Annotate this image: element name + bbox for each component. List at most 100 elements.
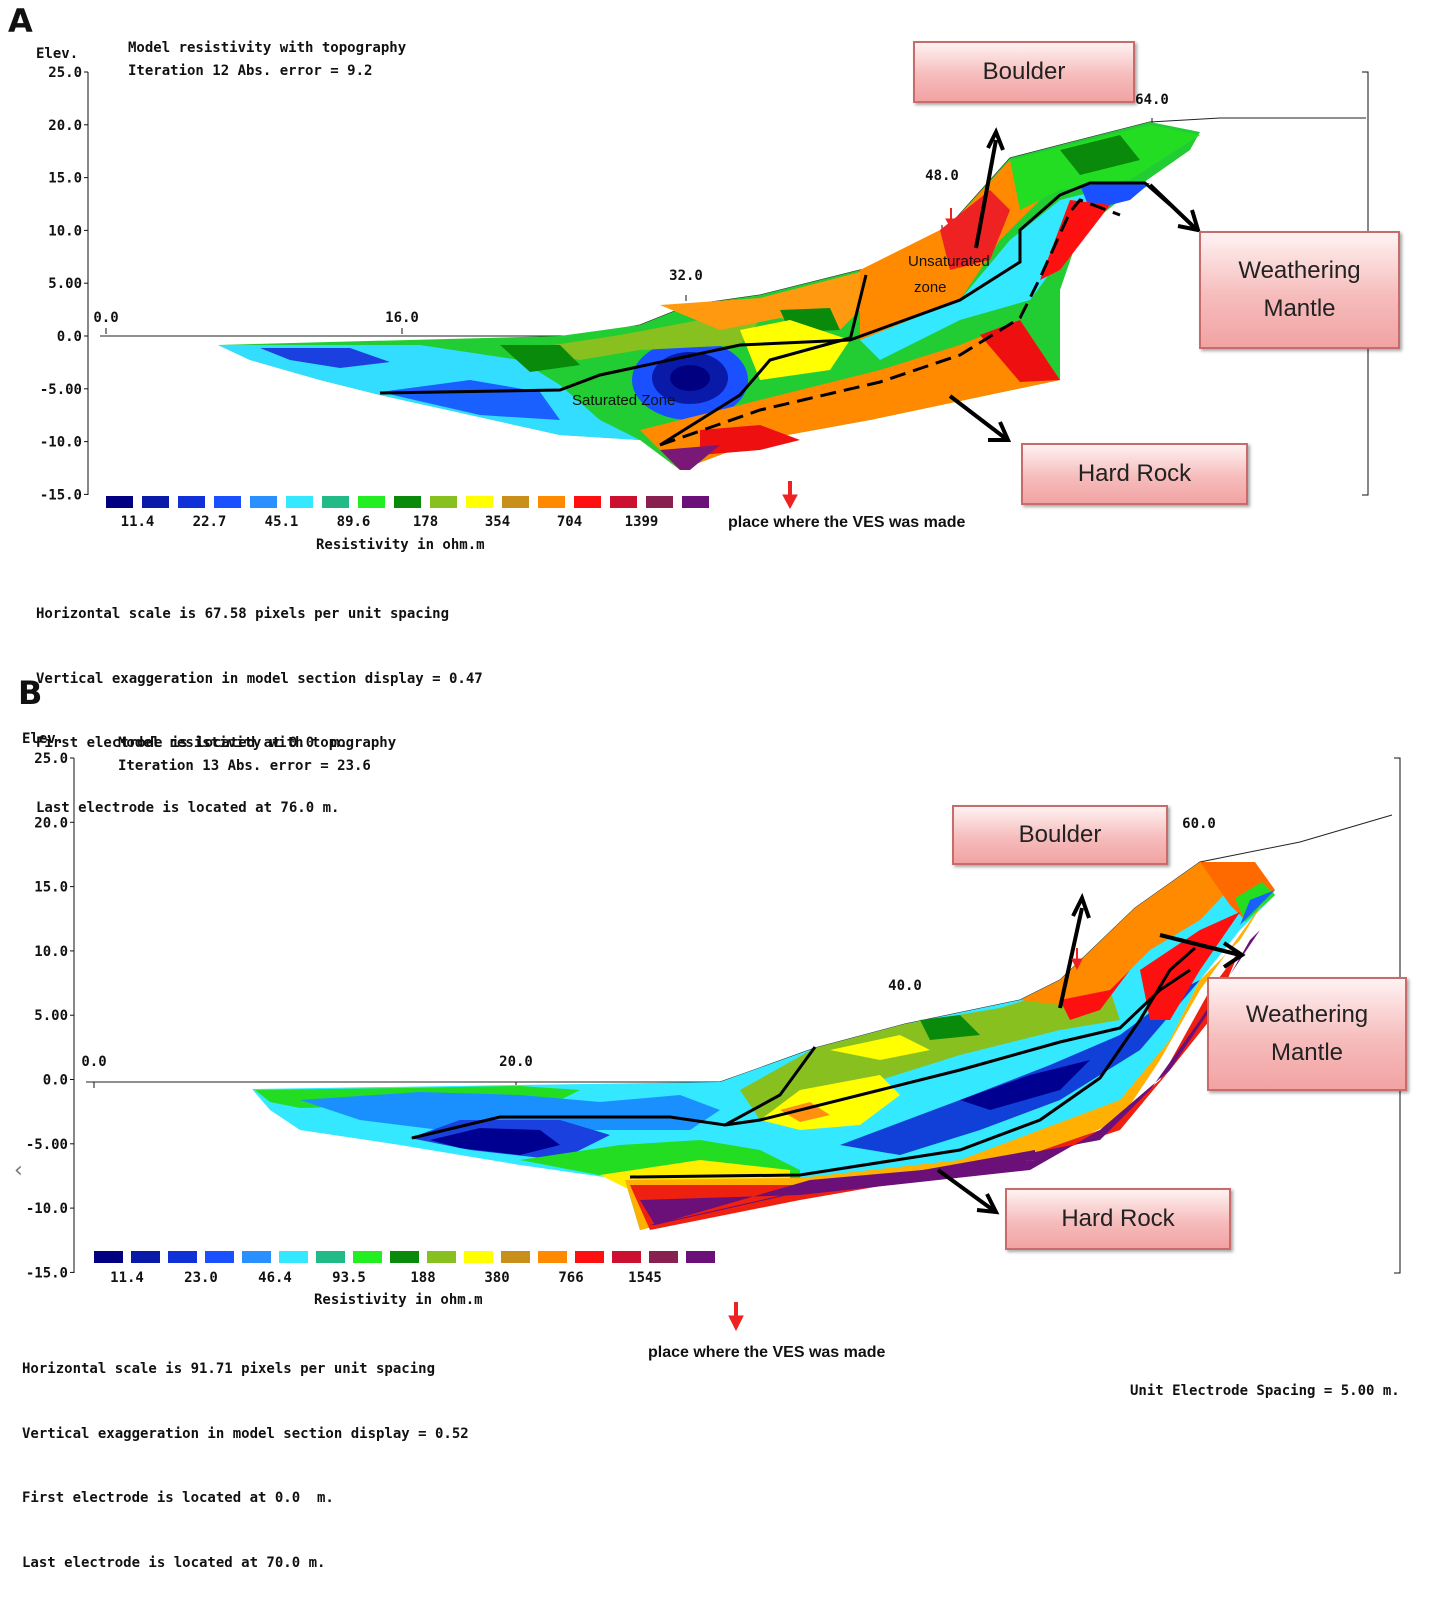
elev-label: Elev. <box>22 731 64 747</box>
color-swatch <box>682 496 709 508</box>
info-line: Vertical exaggeration in model section d… <box>36 670 483 687</box>
elevation-tick-label: -10.0 <box>26 1201 68 1217</box>
ves-legend-arrow <box>782 481 798 510</box>
resistivity-model-a <box>218 122 1200 470</box>
colorbar-value: 93.5 <box>332 1270 366 1286</box>
distance-tick-label: 20.0 <box>499 1054 533 1070</box>
info-line: Last electrode is located at 76.0 m. <box>36 799 340 816</box>
weathering-mantle-callout: Weathering Mantle <box>1207 977 1407 1091</box>
weathering-label: Weathering <box>1245 1001 1369 1028</box>
info-line: Last electrode is located at 70.0 m. <box>22 1554 326 1571</box>
distance-tick-label: 32.0 <box>669 268 703 284</box>
elevation-tick-label: 25.0 <box>48 65 82 81</box>
info-line: First electrode is located at 0.0 m. <box>22 1490 334 1506</box>
color-swatch <box>610 496 637 508</box>
colorbar-value: 45.1 <box>265 514 299 530</box>
color-swatch <box>353 1251 382 1263</box>
color-swatch <box>242 1251 271 1263</box>
color-swatch <box>322 496 349 508</box>
colorbar-value: 188 <box>410 1270 435 1286</box>
colorbar-value: 354 <box>485 514 510 530</box>
color-swatch <box>131 1251 160 1263</box>
colorbar-title: Resistivity in ohm.m <box>316 537 485 553</box>
color-swatch <box>214 496 241 508</box>
elevation-tick-label: 20.0 <box>34 815 68 831</box>
elevation-tick-label: -10.0 <box>40 435 82 451</box>
color-swatch <box>502 496 529 508</box>
elevation-tick-label: 15.0 <box>48 171 82 187</box>
ves-legend-arrow <box>728 1302 744 1332</box>
color-swatch <box>168 1251 197 1263</box>
elevation-tick-label: -15.0 <box>40 487 82 503</box>
color-swatch <box>649 1251 678 1263</box>
info-line: First electrode is located at 0.0 m. <box>36 735 348 751</box>
colorbar-value: 46.4 <box>258 1270 292 1286</box>
color-swatch <box>94 1251 123 1263</box>
iteration-text: Iteration 13 Abs. error = 23.6 <box>118 758 371 774</box>
hard-rock-label: Hard Rock <box>1061 1205 1175 1232</box>
colorbar-value: 11.4 <box>121 514 155 530</box>
colorbar-value: 1399 <box>625 514 659 530</box>
unsaturated-zone-label: Unsaturated <box>908 253 990 270</box>
unit-spacing-text: Unit Electrode Spacing = 5.00 m. <box>1130 1383 1400 1399</box>
boulder-callout: Boulder <box>952 805 1168 865</box>
elevation-tick-label: -5.00 <box>40 382 82 398</box>
hard-rock-callout: Hard Rock <box>1005 1188 1231 1250</box>
resistivity-section-a: Elev. Model resistivity with topography … <box>36 40 1369 553</box>
distance-tick-label: 40.0 <box>888 978 922 994</box>
colorbar-title: Resistivity in ohm.m <box>314 1292 483 1308</box>
panel-label: A <box>8 2 33 40</box>
distance-tick-label: 16.0 <box>385 310 419 326</box>
boulder-label: Boulder <box>1018 821 1102 848</box>
elev-label: Elev. <box>36 46 78 62</box>
color-swatch <box>286 496 313 508</box>
boulder-callout: Boulder <box>913 41 1135 103</box>
colorbar-value: 11.4 <box>110 1270 144 1286</box>
weathering-label: Weathering <box>1238 257 1361 284</box>
info-line: Horizontal scale is 67.58 pixels per uni… <box>36 606 450 622</box>
model-title: Model resistivity with topography <box>118 735 397 751</box>
resistivity-section-b: Elev. Model resistivity with topography … <box>22 731 1401 1332</box>
elevation-ticks: 25.0 20.0 15.0 10.0 5.00 0.0 -5.00 -10.0 -15.0 <box>26 751 74 1281</box>
color-swatch <box>646 496 673 508</box>
iteration-text: Iteration 12 Abs. error = 9.2 <box>128 63 372 79</box>
color-swatch <box>575 1251 604 1263</box>
model-title: Model resistivity with topography <box>128 40 407 56</box>
resistivity-model-b <box>252 862 1275 1230</box>
color-swatch <box>205 1251 234 1263</box>
elevation-tick-label: 10.0 <box>48 223 82 239</box>
interpretation-lines <box>411 946 1196 1179</box>
color-swatch <box>178 496 205 508</box>
color-swatch <box>394 496 421 508</box>
panel-a: A Elev. Model resistivity with topograph… <box>0 0 1444 816</box>
mantle-label: Mantle <box>1270 1039 1344 1066</box>
annotation-arrows <box>948 127 1201 442</box>
weathering-mantle-callout: Weathering Mantle <box>1199 231 1400 349</box>
distance-ticks: 0.0 20.0 40.0 60.0 <box>81 816 1216 1088</box>
chevron-left-icon[interactable]: ‹ <box>14 1158 23 1183</box>
color-swatch <box>106 496 133 508</box>
color-swatch <box>390 1251 419 1263</box>
hard-rock-callout: Hard Rock <box>1021 443 1248 505</box>
elevation-tick-label: 0.0 <box>43 1073 68 1089</box>
colorbar-value: 178 <box>413 514 438 530</box>
color-swatch <box>501 1251 530 1263</box>
color-scale: 11.4 23.0 46.4 93.5 188 380 766 1545 <box>94 1251 715 1286</box>
elevation-tick-label: 5.00 <box>34 1008 68 1024</box>
distance-tick-label: 64.0 <box>1135 92 1169 108</box>
color-swatch <box>316 1251 345 1263</box>
elevation-tick-label: 15.0 <box>34 880 68 896</box>
panel-b: B Elev. Model resistivity with topograph… <box>0 674 1444 1571</box>
elevation-tick-label: 5.00 <box>48 276 82 292</box>
colorbar-value: 1545 <box>628 1270 662 1286</box>
color-swatch <box>358 496 385 508</box>
color-scale: 11.4 22.7 45.1 89.6 178 354 704 1399 <box>106 496 709 530</box>
color-swatch <box>574 496 601 508</box>
info-line: Vertical exaggeration in model section d… <box>22 1425 469 1442</box>
elevation-tick-label: -5.00 <box>26 1137 68 1153</box>
hard-rock-label: Hard Rock <box>1077 460 1192 487</box>
elevation-tick-label: 20.0 <box>48 118 82 134</box>
colorbar-value: 23.0 <box>184 1270 218 1286</box>
info-line: Horizontal scale is 91.71 pixels per uni… <box>22 1361 436 1377</box>
elevation-tick-label: 10.0 <box>34 944 68 960</box>
